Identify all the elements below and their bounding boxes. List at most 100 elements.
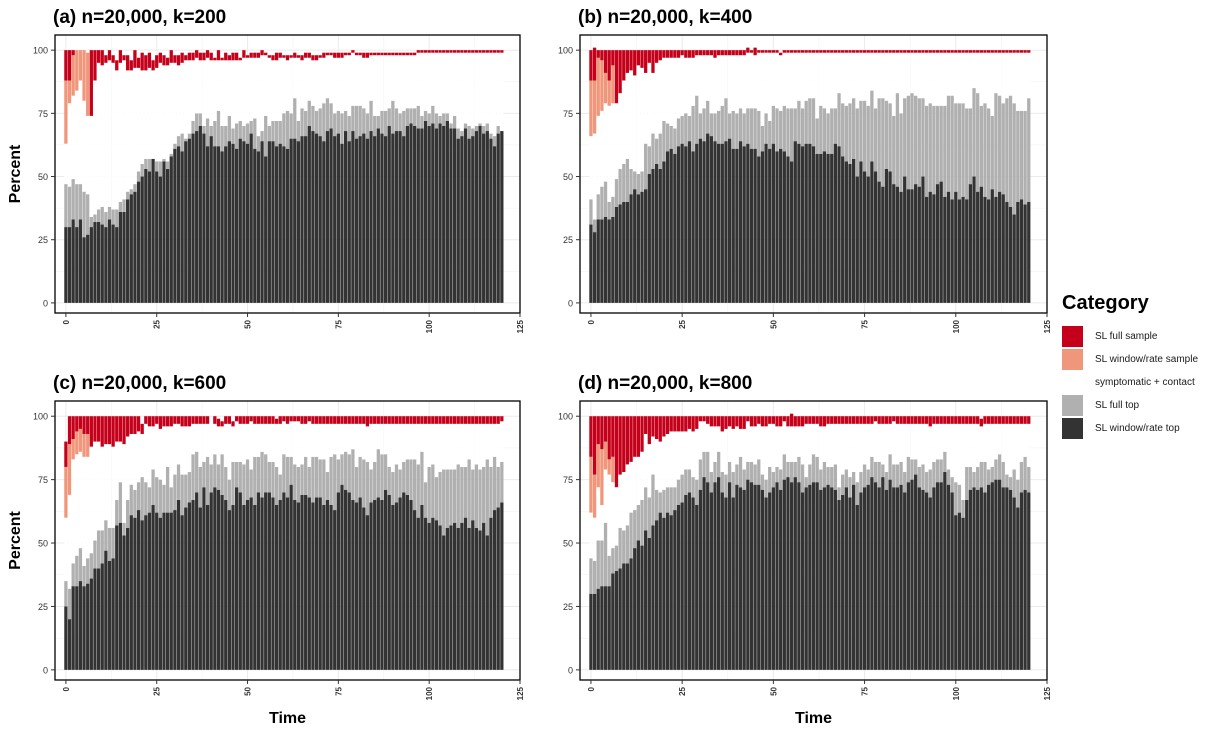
bar-segment — [837, 499, 841, 670]
bar-segment — [271, 416, 275, 424]
panel-title: (b) n=20,000, k=400 — [578, 7, 752, 28]
bar-segment — [877, 416, 881, 424]
bar-segment — [965, 199, 969, 303]
bar-segment — [877, 52, 881, 99]
bar-segment — [986, 423, 991, 470]
bar-segment — [819, 105, 823, 154]
bar-segment — [757, 423, 761, 460]
bar-segment — [111, 209, 115, 225]
bar-segment — [376, 449, 380, 498]
bar-segment — [906, 50, 911, 53]
bar-segment — [496, 125, 500, 134]
bar-segment — [394, 464, 399, 503]
bar-segment — [329, 416, 333, 424]
bar-segment — [118, 201, 123, 212]
bar-segment — [75, 184, 79, 228]
bar-segment — [841, 52, 845, 104]
bar-segment — [932, 105, 936, 195]
x-tick-label: 0 — [62, 686, 71, 691]
bar-segment — [264, 416, 268, 424]
bar-segment — [249, 416, 253, 422]
bar-segment — [804, 100, 808, 144]
x-tick-label: 100 — [425, 319, 434, 333]
bar-segment — [665, 151, 670, 303]
bar-segment — [968, 416, 973, 424]
bar-segment — [837, 416, 841, 424]
bar-segment — [136, 482, 141, 511]
bar-segment — [592, 80, 597, 134]
y-tick-label: 25 — [563, 602, 573, 612]
bar-segment — [227, 416, 232, 424]
bar-segment — [826, 423, 830, 467]
bar-segment — [749, 148, 754, 303]
bar-segment — [147, 487, 152, 513]
bar-segment — [67, 186, 72, 228]
bar-segment — [950, 50, 954, 53]
bar-segment — [442, 416, 446, 424]
bar-segment — [775, 108, 779, 152]
bar-segment — [669, 50, 673, 58]
bar-segment — [669, 431, 673, 488]
bar-segment — [122, 211, 126, 303]
bar-segment — [285, 497, 290, 670]
bar-segment — [347, 55, 351, 116]
bar-segment — [474, 50, 479, 53]
bar-segment — [311, 105, 315, 132]
bar-segment — [220, 125, 224, 152]
bar-segment — [965, 466, 969, 500]
bar-segment — [354, 105, 359, 139]
bar-segment — [202, 60, 206, 126]
bar-segment — [851, 98, 856, 159]
bar-segment — [173, 474, 177, 511]
bar-segment — [144, 515, 148, 670]
bar-segment — [235, 52, 239, 61]
bar-segment — [213, 454, 217, 488]
bar-segment — [793, 461, 797, 478]
bar-segment — [253, 52, 257, 58]
bar-segment — [881, 416, 885, 424]
bar-segment — [658, 133, 662, 169]
bar-segment — [96, 222, 101, 303]
bar-segment — [231, 143, 235, 303]
bar-segment — [489, 138, 493, 303]
bar-segment — [329, 55, 333, 104]
bar-segment — [596, 416, 600, 445]
bar-segment — [972, 52, 976, 89]
bar-segment — [147, 158, 152, 172]
bar-segment — [158, 62, 162, 162]
bar-segment — [622, 163, 626, 202]
bar-segment — [253, 118, 257, 149]
bar-segment — [695, 428, 699, 480]
bar-segment — [438, 525, 442, 670]
bar-segment — [245, 55, 250, 58]
bar-segment — [596, 50, 600, 58]
bar-segment — [347, 141, 351, 303]
bar-segment — [347, 115, 351, 142]
bar-segment — [673, 57, 677, 129]
bar-segment — [994, 423, 998, 460]
bar-segment — [881, 423, 885, 465]
legend-label: SL full sample — [1095, 331, 1158, 342]
bar-segment — [713, 482, 717, 670]
bar-segment — [227, 141, 232, 303]
bar-segment — [625, 525, 630, 564]
bar-segment — [445, 52, 449, 114]
bar-segment — [965, 52, 969, 109]
bar-segment — [373, 461, 377, 500]
bar-segment — [343, 451, 348, 490]
bar-segment — [924, 492, 929, 670]
bar-segment — [456, 527, 460, 670]
bar-segment — [884, 168, 889, 303]
bar-segment — [387, 416, 391, 424]
bar-segment — [140, 520, 144, 670]
bar-segment — [147, 426, 152, 488]
bar-segment — [954, 515, 958, 670]
bar-segment — [413, 423, 417, 460]
bar-segment — [990, 482, 994, 670]
bar-segment — [968, 489, 973, 670]
bar-segment — [779, 148, 783, 303]
bar-segment — [859, 52, 863, 101]
bar-segment — [325, 499, 330, 670]
y-axis-label: Percent — [7, 510, 24, 569]
legend-swatch — [1062, 395, 1083, 416]
